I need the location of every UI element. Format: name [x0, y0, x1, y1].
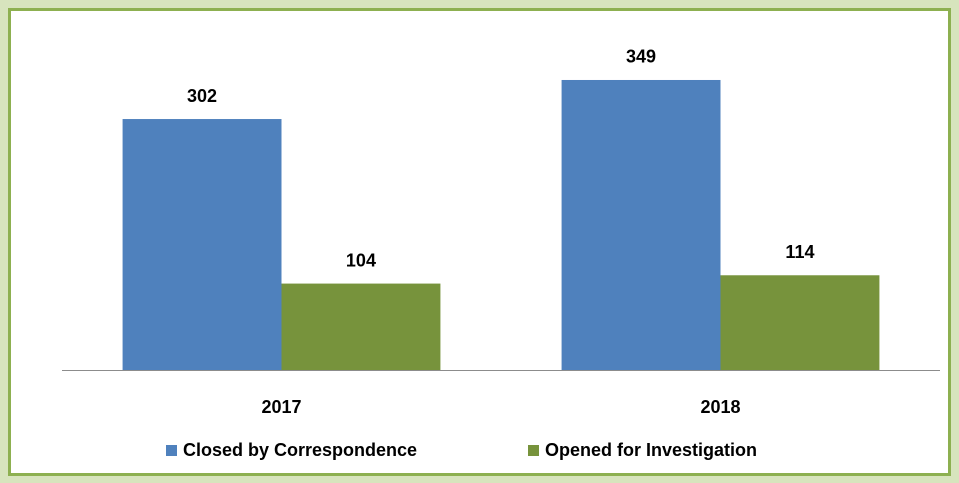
legend-swatch	[166, 445, 177, 456]
bar	[281, 283, 441, 370]
data-label: 114	[785, 242, 814, 262]
x-tick-label: 2018	[700, 397, 740, 417]
x-tick-label: 2017	[261, 397, 301, 417]
legend-label: Closed by Correspondence	[183, 440, 417, 460]
bar	[720, 275, 880, 370]
data-label: 302	[187, 86, 217, 106]
data-label: 104	[346, 250, 376, 270]
bar	[561, 79, 721, 370]
legend-label: Opened for Investigation	[545, 440, 757, 460]
bar	[122, 119, 282, 371]
data-label: 349	[626, 47, 656, 67]
legend-swatch	[528, 445, 539, 456]
